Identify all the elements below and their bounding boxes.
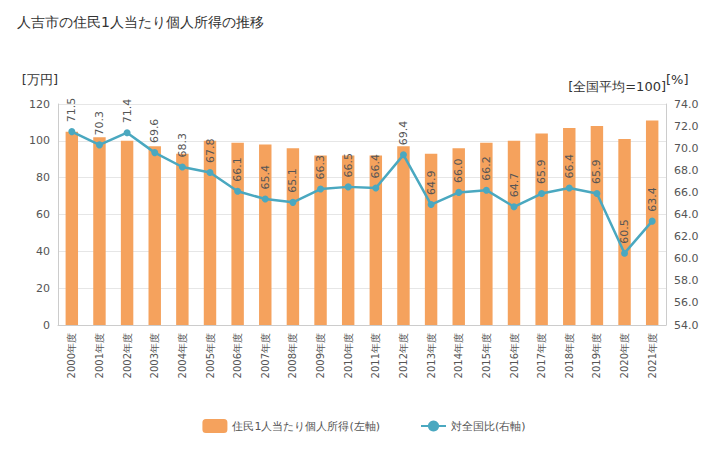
svg-text:80: 80 (36, 171, 50, 184)
svg-text:2008年度: 2008年度 (287, 333, 298, 378)
svg-text:2000年度: 2000年度 (66, 333, 77, 378)
svg-text:66.0: 66.0 (674, 186, 699, 199)
svg-text:2007年度: 2007年度 (260, 333, 271, 378)
svg-text:2004年度: 2004年度 (177, 333, 188, 378)
svg-text:70.0: 70.0 (674, 142, 699, 155)
svg-text:66.4: 66.4 (563, 154, 576, 179)
svg-text:2001年度: 2001年度 (94, 333, 105, 378)
svg-text:対全国比(右軸): 対全国比(右軸) (451, 420, 526, 433)
svg-text:[全国平均=100]: [全国平均=100] (568, 79, 666, 94)
svg-text:62.0: 62.0 (674, 230, 699, 243)
svg-text:2006年度: 2006年度 (232, 333, 243, 378)
svg-text:2013年度: 2013年度 (426, 333, 437, 378)
svg-text:64.9: 64.9 (425, 171, 438, 196)
svg-text:40: 40 (36, 245, 50, 258)
svg-text:120: 120 (29, 98, 50, 111)
svg-text:65.9: 65.9 (590, 160, 603, 185)
svg-text:2015年度: 2015年度 (481, 333, 492, 378)
svg-text:71.5: 71.5 (65, 98, 78, 123)
svg-text:63.4: 63.4 (646, 187, 659, 212)
svg-text:71.4: 71.4 (121, 99, 134, 124)
svg-text:60: 60 (36, 208, 50, 221)
svg-text:65.9: 65.9 (535, 160, 548, 185)
svg-text:66.3: 66.3 (314, 155, 327, 180)
svg-text:66.2: 66.2 (480, 156, 493, 181)
svg-text:100: 100 (29, 134, 50, 147)
svg-text:66.4: 66.4 (369, 154, 382, 179)
svg-text:68.0: 68.0 (674, 164, 699, 177)
svg-text:2017年度: 2017年度 (536, 333, 547, 378)
svg-text:20: 20 (36, 282, 50, 295)
svg-text:2018年度: 2018年度 (564, 333, 575, 378)
svg-text:2016年度: 2016年度 (509, 333, 520, 378)
svg-text:2021年度: 2021年度 (647, 333, 658, 378)
svg-text:2002年度: 2002年度 (122, 333, 133, 378)
svg-text:68.3: 68.3 (176, 133, 189, 158)
svg-text:70.3: 70.3 (93, 111, 106, 136)
svg-text:74.0: 74.0 (674, 98, 699, 111)
svg-text:2009年度: 2009年度 (315, 333, 326, 378)
svg-text:66.0: 66.0 (452, 158, 465, 183)
svg-text:2003年度: 2003年度 (149, 333, 160, 378)
svg-text:65.1: 65.1 (286, 168, 299, 193)
svg-text:60.5: 60.5 (618, 219, 631, 244)
svg-text:2011年度: 2011年度 (370, 333, 381, 378)
svg-text:[%]: [%] (666, 72, 689, 87)
svg-text:66.5: 66.5 (342, 153, 355, 178)
svg-text:69.4: 69.4 (397, 121, 410, 146)
svg-text:2019年度: 2019年度 (591, 333, 602, 378)
svg-text:[万円]: [万円] (22, 72, 58, 87)
svg-text:64.0: 64.0 (674, 208, 699, 221)
svg-text:65.4: 65.4 (259, 165, 272, 190)
svg-text:64.7: 64.7 (508, 173, 521, 198)
svg-text:67.8: 67.8 (204, 139, 217, 164)
svg-text:住民1人当たり個人所得(左軸): 住民1人当たり個人所得(左軸) (232, 420, 380, 433)
svg-text:人吉市の住民1人当たり個人所得の推移: 人吉市の住民1人当たり個人所得の推移 (17, 14, 264, 30)
svg-text:58.0: 58.0 (674, 274, 699, 287)
svg-text:56.0: 56.0 (674, 296, 699, 309)
svg-text:2012年度: 2012年度 (398, 333, 409, 378)
svg-text:2010年度: 2010年度 (343, 333, 354, 378)
svg-text:2005年度: 2005年度 (205, 333, 216, 378)
svg-text:0: 0 (43, 319, 50, 332)
svg-text:72.0: 72.0 (674, 120, 699, 133)
svg-text:2014年度: 2014年度 (453, 333, 464, 378)
svg-text:66.1: 66.1 (231, 157, 244, 182)
svg-text:2020年度: 2020年度 (619, 333, 630, 378)
svg-text:60.0: 60.0 (674, 252, 699, 265)
svg-text:69.6: 69.6 (148, 119, 161, 144)
svg-text:54.0: 54.0 (674, 319, 699, 332)
